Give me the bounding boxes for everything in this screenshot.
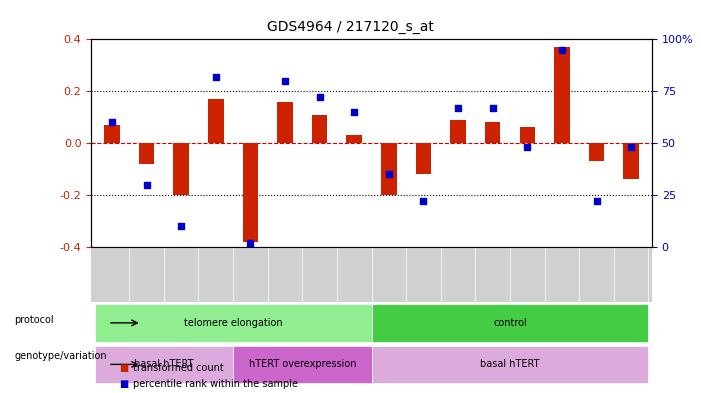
Point [141, 182, 152, 188]
Text: telomere elongation: telomere elongation [184, 318, 283, 328]
Point [591, 198, 602, 204]
Text: GDS4964 / 217120_s_at: GDS4964 / 217120_s_at [267, 20, 434, 34]
FancyBboxPatch shape [95, 304, 372, 342]
Point [210, 73, 222, 80]
Bar [381, 143, 397, 195]
FancyBboxPatch shape [372, 346, 648, 383]
Text: control: control [493, 318, 527, 328]
Point [245, 239, 256, 246]
Text: ■: ■ [119, 379, 128, 389]
Point [557, 46, 568, 53]
Text: basal hTERT: basal hTERT [134, 359, 193, 369]
Bar [589, 143, 604, 161]
Bar [416, 143, 431, 174]
FancyBboxPatch shape [233, 346, 372, 383]
Bar [104, 125, 120, 143]
Bar [450, 120, 466, 143]
Point [625, 144, 637, 151]
Bar [519, 127, 535, 143]
Bar [277, 101, 293, 143]
Point [522, 144, 533, 151]
Point [280, 78, 291, 84]
Point [487, 105, 498, 111]
FancyBboxPatch shape [372, 304, 648, 342]
Bar [312, 114, 327, 143]
Point [107, 119, 118, 125]
Text: genotype/variation: genotype/variation [14, 351, 107, 361]
Point [175, 223, 186, 229]
Point [418, 198, 429, 204]
Bar [346, 135, 362, 143]
Point [348, 109, 360, 115]
Text: hTERT overexpression: hTERT overexpression [249, 359, 356, 369]
Bar [139, 143, 154, 164]
Text: basal hTERT: basal hTERT [480, 359, 540, 369]
Bar [623, 143, 639, 179]
FancyBboxPatch shape [95, 346, 233, 383]
Bar [554, 47, 570, 143]
Text: transformed count: transformed count [133, 364, 224, 373]
Bar [208, 99, 224, 143]
Text: protocol: protocol [14, 315, 54, 325]
Point [452, 105, 463, 111]
Bar [243, 143, 258, 242]
Text: percentile rank within the sample: percentile rank within the sample [133, 379, 298, 389]
Text: ■: ■ [119, 364, 128, 373]
Bar [173, 143, 189, 195]
Point [314, 94, 325, 101]
Bar [485, 122, 501, 143]
Point [383, 171, 395, 177]
